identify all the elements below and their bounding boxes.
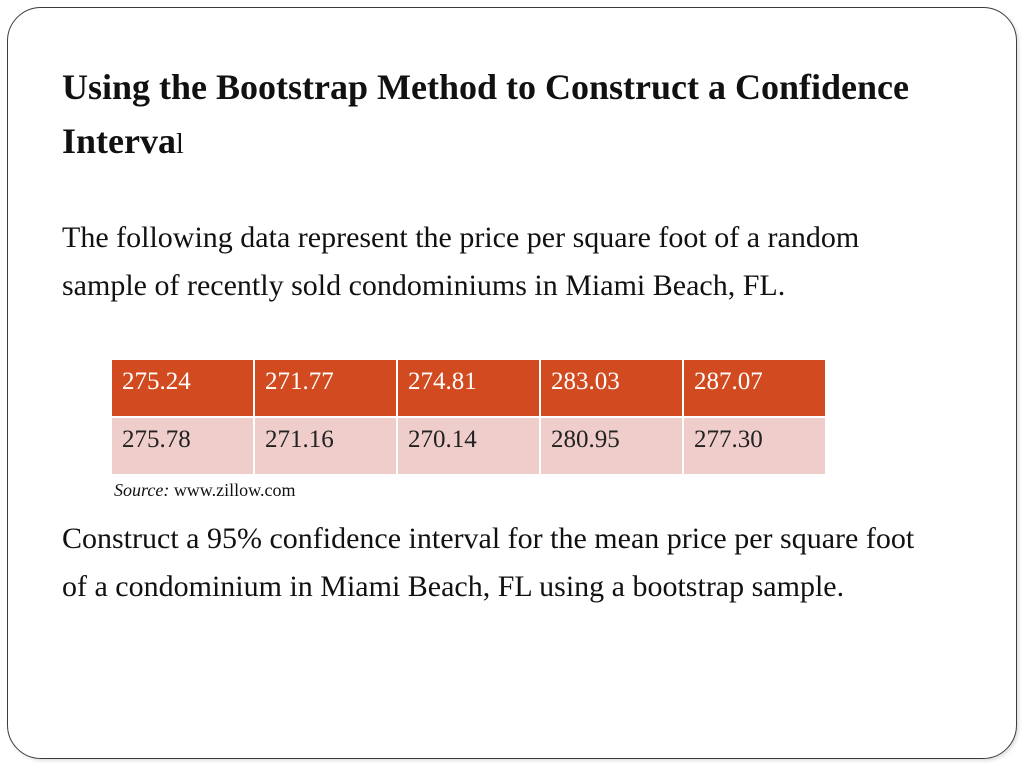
- question-paragraph: Construct a 95% confidence interval for …: [62, 522, 915, 603]
- table-cell: 283.03: [539, 358, 684, 418]
- table-cell: 271.16: [253, 416, 398, 476]
- source-value: www.zillow.com: [173, 480, 296, 500]
- slide-title-main: Using the Bootstrap Method to Construct …: [62, 67, 909, 161]
- intro-paragraph: The following data represent the price p…: [62, 221, 860, 302]
- table-cell: 287.07: [682, 358, 827, 418]
- data-table: 275.24 271.77 274.81 283.03 287.07 275.7…: [110, 358, 827, 476]
- slide-title: Using the Bootstrap Method to Construct …: [62, 60, 942, 172]
- source-label: Source:: [114, 480, 170, 500]
- table-row: 275.24 271.77 274.81 283.03 287.07: [110, 358, 827, 418]
- table-cell: 274.81: [396, 358, 541, 418]
- table-row: 275.78 271.16 270.14 280.95 277.30: [110, 416, 827, 476]
- table-cell: 275.78: [110, 416, 255, 476]
- slide-title-tail: l: [175, 129, 184, 160]
- source-citation: Source: www.zillow.com: [114, 480, 295, 501]
- table-cell: 271.77: [253, 358, 398, 418]
- table-cell: 275.24: [110, 358, 255, 418]
- table-cell: 277.30: [682, 416, 827, 476]
- table-cell: 280.95: [539, 416, 684, 476]
- table-cell: 270.14: [396, 416, 541, 476]
